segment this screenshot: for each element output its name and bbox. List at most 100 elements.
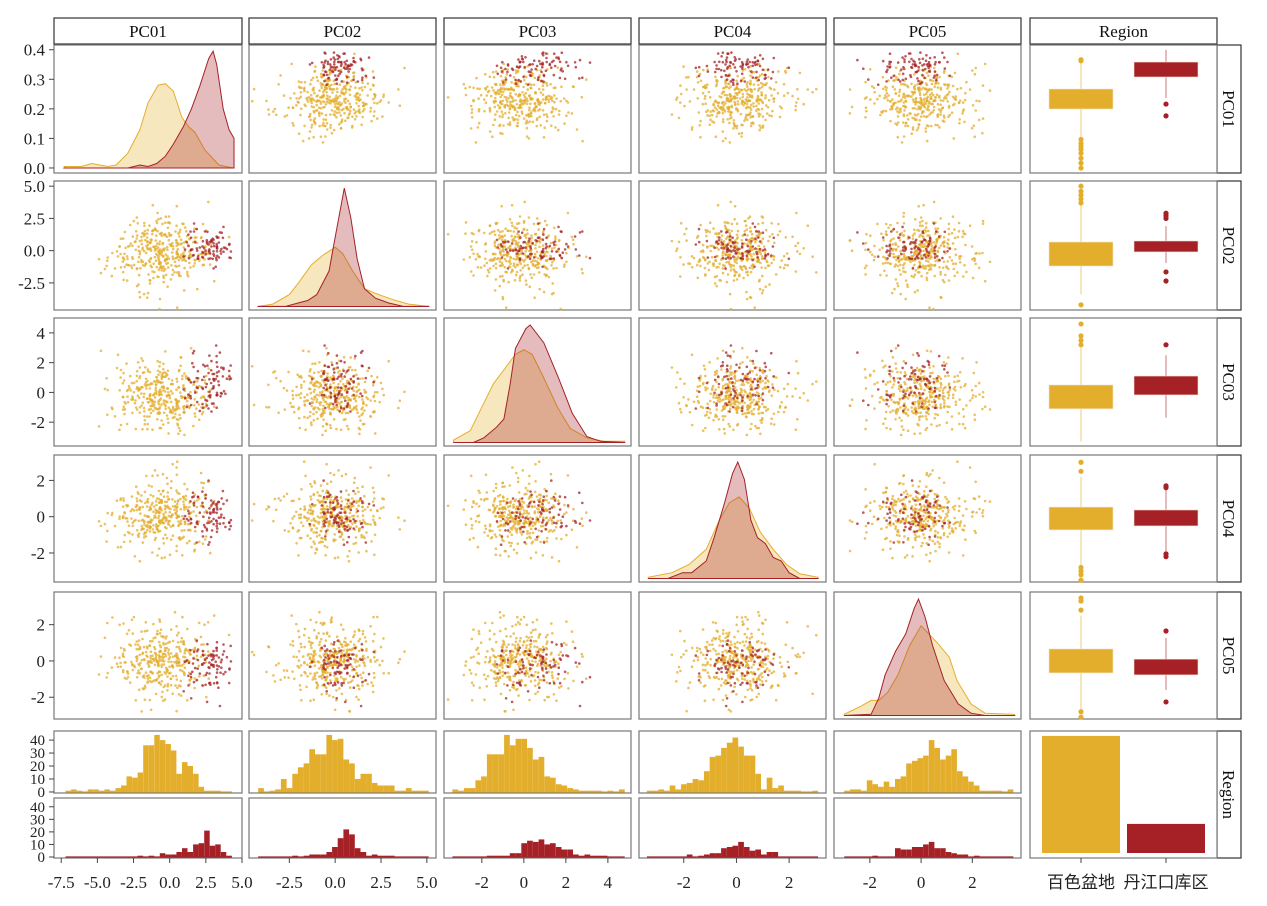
scatter-point	[504, 240, 507, 244]
scatter-point	[274, 376, 278, 380]
scatter-point	[923, 100, 926, 103]
scatter-point	[891, 85, 895, 88]
scatter-point	[144, 366, 147, 369]
scatter-point	[757, 83, 760, 87]
scatter-point	[182, 255, 185, 258]
scatter-point	[333, 387, 337, 390]
scatter-point	[770, 417, 773, 421]
scatter-point	[125, 362, 128, 365]
scatter-point	[720, 92, 724, 95]
scatter-point	[524, 91, 528, 95]
scatter-point	[943, 230, 947, 234]
scatter-point	[511, 269, 514, 273]
scatter-point	[722, 418, 725, 422]
scatter-point	[542, 80, 545, 83]
scatter-point	[504, 227, 507, 230]
scatter-point	[750, 410, 753, 413]
scatter-point	[933, 74, 936, 77]
scatter-point	[864, 116, 867, 119]
scatter-point	[524, 75, 528, 79]
scatter-point	[502, 124, 505, 127]
scatter-point	[488, 224, 492, 227]
scatter-point	[312, 135, 315, 139]
scatter-point	[735, 107, 738, 110]
scatter-point	[321, 433, 324, 437]
scatter-point	[914, 100, 918, 104]
scatter-point	[926, 95, 930, 99]
scatter-point	[195, 247, 199, 250]
scatter-point	[559, 307, 562, 311]
scatter-point	[148, 278, 151, 282]
scatter-point	[749, 64, 752, 68]
scatter-point	[725, 261, 728, 264]
scatter-point	[324, 400, 328, 404]
scatter-point	[876, 222, 879, 226]
scatter-point	[778, 404, 782, 408]
scatter-point	[715, 67, 718, 71]
scatter-point	[194, 259, 197, 262]
scatter-point	[218, 231, 222, 234]
scatter-point	[170, 264, 173, 267]
scatter-point	[690, 254, 694, 258]
scatter-point	[122, 278, 125, 282]
scatter-point	[885, 70, 888, 74]
scatter-point	[731, 81, 735, 84]
scatter-point	[544, 98, 548, 101]
column-strip-label: PC03	[519, 22, 557, 41]
scatter-point	[910, 82, 913, 86]
scatter-point	[756, 383, 760, 387]
scatter-point	[554, 237, 557, 240]
scatter-point	[951, 95, 955, 99]
scatter-point	[761, 83, 765, 86]
scatter-point	[324, 118, 328, 121]
scatter-point	[496, 228, 500, 232]
scatter-point	[882, 238, 885, 242]
scatter-point	[329, 395, 333, 399]
scatter-point	[166, 400, 169, 404]
scatter-point	[499, 131, 502, 135]
scatter-point	[339, 374, 343, 378]
scatter-point	[950, 75, 954, 79]
scatter-point	[547, 275, 551, 279]
scatter-point	[511, 88, 514, 91]
scatter-point	[303, 404, 307, 407]
scatter-point	[179, 416, 182, 420]
scatter-point	[921, 57, 925, 61]
scatter-point	[732, 119, 736, 122]
scatter-point	[733, 66, 737, 69]
scatter-point	[357, 104, 361, 108]
scatter-point	[746, 96, 749, 99]
scatter-point	[167, 221, 170, 224]
scatter-point	[741, 372, 745, 376]
scatter-point	[373, 101, 376, 105]
scatter-point	[228, 378, 231, 381]
scatter-point	[171, 407, 175, 411]
scatter-point	[557, 225, 560, 229]
scatter-point	[503, 106, 507, 109]
scatter-point	[755, 70, 758, 74]
scatter-point	[895, 230, 899, 234]
scatter-point	[771, 109, 774, 113]
scatter-point	[714, 388, 717, 392]
scatter-point	[334, 398, 337, 402]
scatter-point	[764, 386, 767, 390]
scatter-point	[157, 407, 160, 411]
scatter-point	[759, 87, 762, 90]
scatter-point	[723, 110, 727, 113]
scatter-point	[494, 278, 498, 281]
scatter-point	[914, 64, 917, 68]
scatter-point	[511, 68, 515, 72]
scatter-point	[901, 234, 905, 237]
scatter-point	[891, 243, 895, 246]
scatter-point	[206, 364, 209, 368]
scatter-point	[488, 110, 492, 113]
scatter-point	[342, 52, 345, 55]
scatter-point	[160, 403, 163, 407]
scatter-point	[325, 73, 329, 77]
scatter-point	[888, 249, 891, 253]
scatter-point	[939, 86, 942, 90]
scatter-point	[921, 245, 925, 248]
scatter-point	[710, 255, 714, 259]
scatter-point	[946, 260, 949, 263]
scatter-point	[736, 229, 740, 233]
